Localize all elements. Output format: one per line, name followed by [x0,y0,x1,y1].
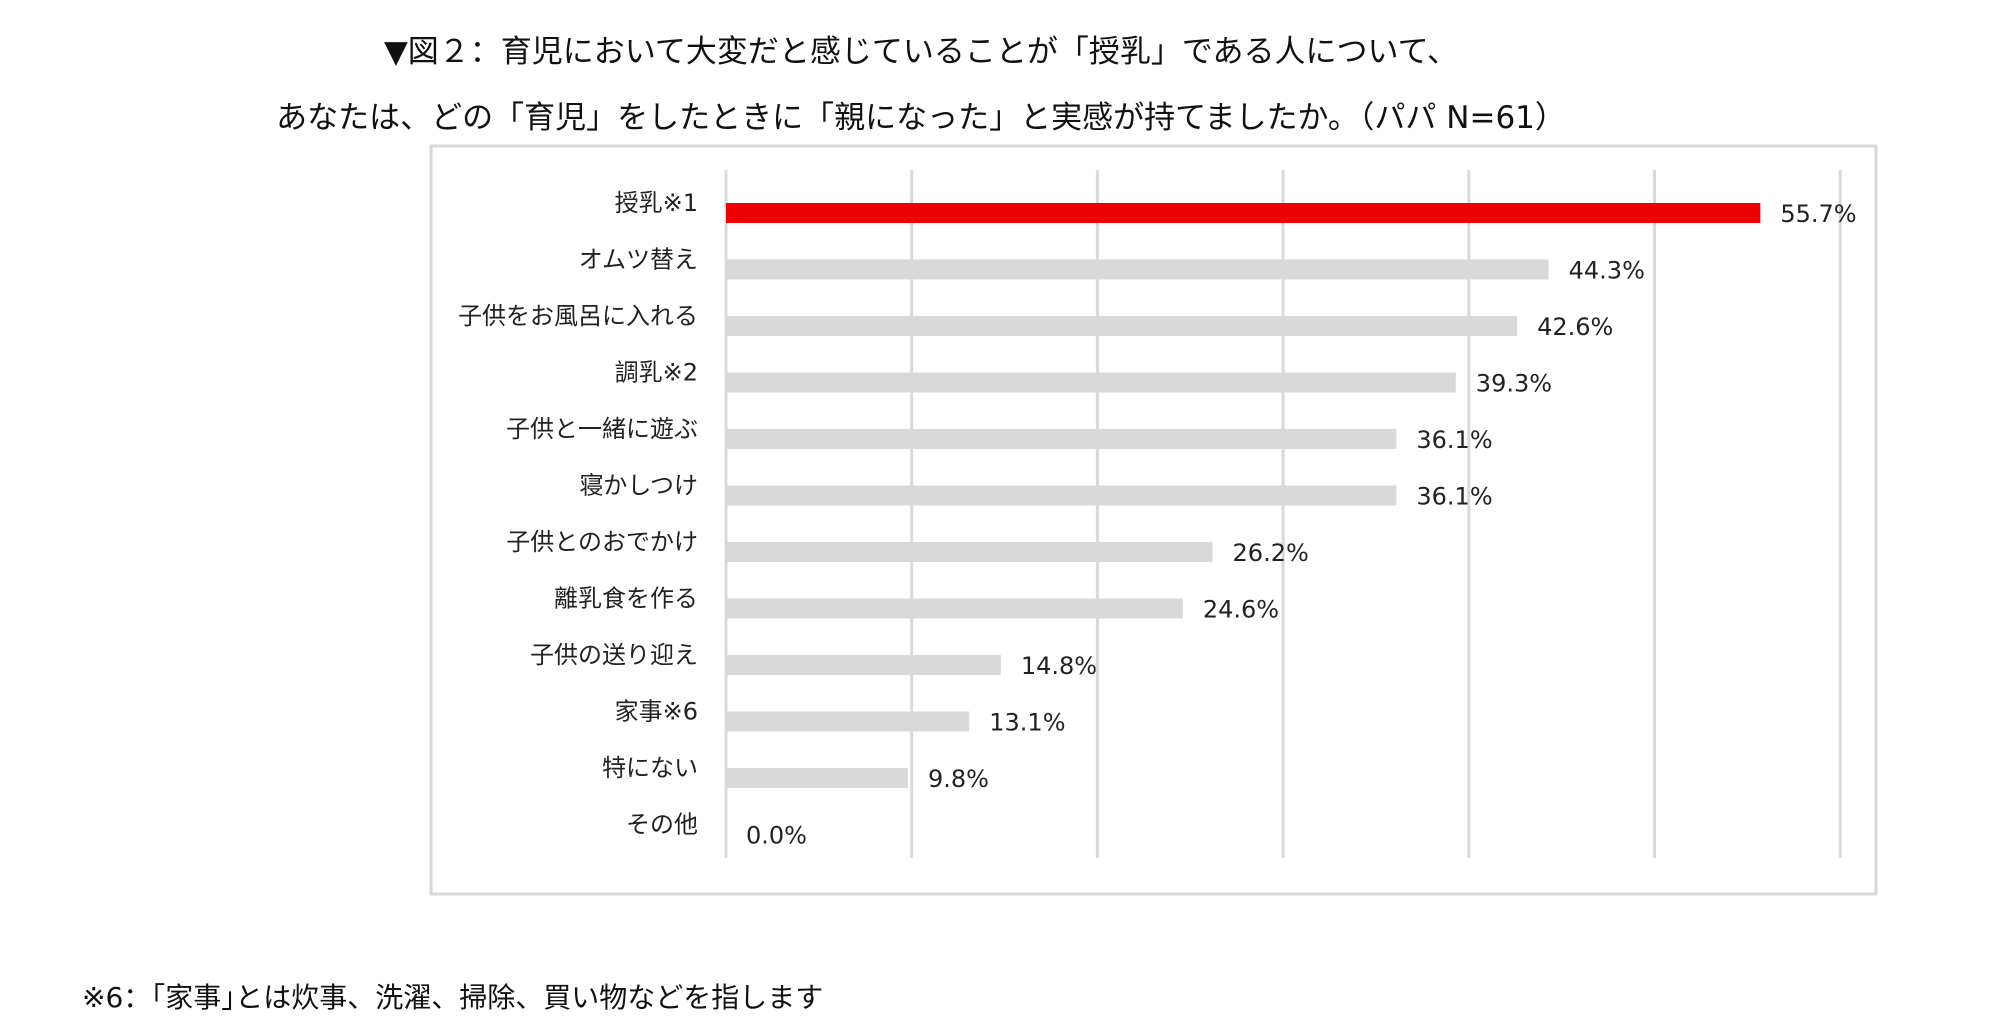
value-label: 13.1% [989,709,1065,737]
category-label: 子供をお風呂に入れる [458,302,698,330]
value-label: 44.3% [1569,257,1645,285]
grid-lines [724,170,1842,858]
value-label: 9.8% [928,765,989,793]
bar [726,768,908,788]
bar [726,203,1761,223]
value-label: 36.1% [1416,426,1492,454]
category-label: 子供の送り迎え [530,641,698,669]
chart-title-line-1: ▼図２：育児において大変だと感じていることが「授乳」である人について、 [383,34,1459,70]
footnote: ※6：｢家事｣とは炊事、洗濯、掃除、買い物などを指します [82,981,824,1014]
bar [726,429,1397,449]
value-label: 0.0% [746,822,807,850]
chart-frame [429,144,1878,896]
value-label: 36.1% [1416,483,1492,511]
category-label: その他 [626,811,698,839]
category-label: 子供とのおでかけ [506,528,698,556]
bar [726,598,1183,619]
bar [726,372,1456,393]
value-label: 42.6% [1537,313,1613,341]
value-label: 24.6% [1203,596,1279,624]
category-label: 離乳食を作る [554,585,698,613]
bars [726,203,1761,788]
category-label: 授乳※1 [615,189,698,217]
bar [726,655,1001,675]
category-label: オムツ替え [579,246,698,274]
value-labels: 55.7% 44.3% 42.6% 39.3% 36.1% 36.1% 26.2% 24.6%… [746,200,1857,850]
category-label: 特にない [602,754,698,782]
value-label: 26.2% [1233,539,1309,567]
category-label: 寝かしつけ [579,472,698,500]
value-label: 14.8% [1021,652,1097,680]
bar [726,542,1213,562]
bar [726,485,1397,506]
value-label: 39.3% [1476,370,1552,398]
category-label: 家事※6 [615,698,698,726]
bar [726,711,970,732]
category-label: 子供と一緒に遊ぶ [506,415,698,443]
value-label: 55.7% [1780,200,1856,228]
category-label: 調乳※2 [615,359,698,387]
chart-title-line-2: あなたは、どの「育児」をしたときに「親になった」と実感が持てましたか。（パパ N… [276,100,1566,136]
bar [726,259,1549,280]
bar [726,316,1518,336]
